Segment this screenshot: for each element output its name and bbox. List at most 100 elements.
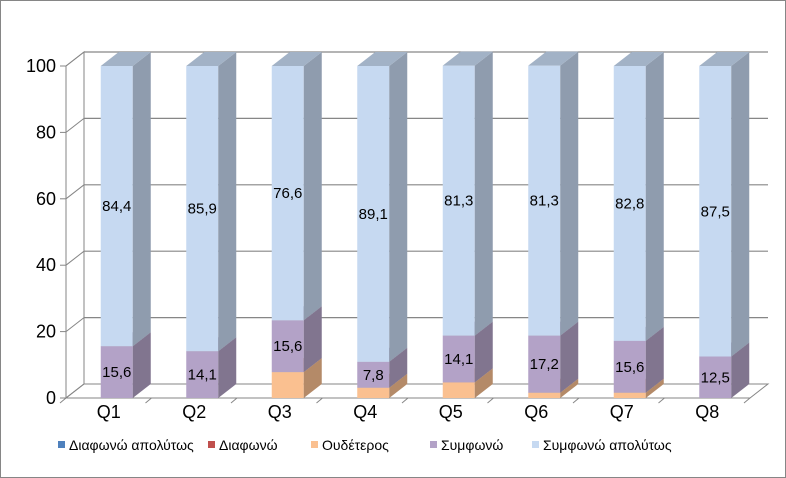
- data-label: 15,6: [102, 364, 131, 381]
- legend-swatch: [430, 441, 437, 448]
- data-label: 84,4: [102, 198, 131, 215]
- data-label: 15,6: [615, 359, 644, 376]
- x-tick-mark: [59, 397, 67, 404]
- bar-side: [645, 326, 664, 393]
- x-tick-label: Q5: [439, 402, 463, 422]
- data-labels: 15,6 84,4 14,1 85,9 15,6 76,6 7,8 89,1 14,1 81,3 1…: [102, 185, 730, 386]
- data-label: 14,1: [444, 351, 473, 368]
- bars: [100, 51, 750, 398]
- data-label: 15,6: [273, 338, 302, 355]
- bar-side: [218, 337, 237, 398]
- bar-front: [613, 66, 646, 341]
- bar-top: [699, 52, 750, 66]
- data-label: 12,5: [701, 369, 730, 386]
- bar-side: [474, 321, 493, 383]
- y-tick-label: 60: [36, 189, 56, 209]
- legend-swatch: [532, 441, 539, 448]
- data-label: 82,8: [615, 195, 644, 212]
- legend-item: Ουδέτερος: [311, 437, 389, 453]
- bar-side: [303, 306, 322, 373]
- bar-side: [560, 51, 579, 336]
- legend-label: Ουδέτερος: [322, 437, 389, 453]
- side-wall: [65, 50, 85, 400]
- bar-front: [186, 66, 219, 352]
- legend-label: Διαφωνώ απολύτως: [69, 437, 194, 453]
- x-tick-label: Q2: [182, 402, 206, 422]
- bar-top: [357, 52, 408, 66]
- bar-side: [474, 368, 493, 398]
- bar-segment: [699, 52, 750, 357]
- bar-front: [442, 382, 475, 398]
- y-axis-ticks: 0 20 40 60 80 100: [26, 56, 67, 408]
- bar-top: [186, 52, 237, 66]
- legend-item: Διαφωνώ απολύτως: [58, 437, 194, 453]
- bar-front: [357, 361, 390, 388]
- legend-swatch: [311, 441, 318, 448]
- bar-side: [474, 51, 493, 336]
- bar-side: [389, 52, 408, 362]
- bar-front: [271, 66, 304, 321]
- floor: [64, 383, 770, 399]
- data-label: 87,5: [701, 203, 730, 220]
- y-tick-label: 100: [26, 56, 56, 76]
- legend: Διαφωνώ απολύτως Διαφωνώ Ουδέτερος Συμφωνώ Σ…: [58, 437, 672, 453]
- bar-side: [132, 52, 151, 347]
- bar-front: [528, 65, 561, 336]
- x-tick-mark: [487, 397, 494, 404]
- bar-top: [613, 52, 664, 66]
- legend-item: Διαφωνώ: [208, 437, 278, 453]
- x-tick-mark: [572, 397, 580, 404]
- bar-segment: [186, 52, 237, 352]
- bar-front: [699, 356, 732, 398]
- y-tick-label: 80: [36, 122, 56, 142]
- bar-segment: [528, 51, 579, 336]
- bar-front: [528, 335, 561, 393]
- x-tick-label: Q7: [610, 402, 634, 422]
- legend-label: Διαφωνώ: [219, 437, 278, 453]
- bar-front: [271, 372, 304, 398]
- data-label: 76,6: [273, 185, 302, 202]
- legend-label: Συμφωνώ απολύτως: [543, 437, 672, 453]
- bar-segment: [271, 52, 322, 321]
- bar-front: [357, 66, 390, 362]
- x-tick-mark: [230, 397, 238, 404]
- bar-front: [100, 346, 133, 398]
- x-tick-label: Q8: [695, 402, 719, 422]
- y-tick-label: 40: [36, 255, 56, 275]
- bar-side: [303, 52, 322, 321]
- bar-front: [271, 320, 304, 373]
- data-label: 89,1: [359, 206, 388, 223]
- bar-segment: [357, 52, 408, 362]
- bar-segment: [613, 52, 664, 341]
- x-tick-mark: [743, 397, 751, 404]
- legend-swatch: [58, 441, 65, 448]
- x-tick-mark: [401, 397, 409, 404]
- bar-front: [613, 340, 646, 393]
- bar-side: [645, 378, 664, 398]
- bar-front: [186, 351, 219, 398]
- data-label: 81,3: [444, 193, 473, 210]
- y-tick-label: 0: [46, 388, 56, 408]
- bar-segment: [442, 51, 493, 336]
- x-tick-mark: [145, 397, 152, 404]
- data-label: 85,9: [188, 201, 217, 218]
- legend-item: Συμφωνώ απολύτως: [532, 437, 672, 453]
- x-tick-label: Q3: [268, 402, 292, 422]
- bar-side: [303, 358, 322, 398]
- side-gridline: [65, 184, 85, 200]
- legend-label: Συμφωνώ: [441, 437, 503, 453]
- bar-side: [132, 332, 151, 398]
- bar-side: [560, 321, 579, 393]
- bar-side: [731, 52, 750, 357]
- data-label: 14,1: [188, 367, 217, 384]
- chart-walls: [64, 50, 770, 400]
- side-gridline: [65, 317, 85, 332]
- data-label: 7,8: [363, 367, 384, 384]
- bar-front: [613, 392, 646, 398]
- bar-top: [528, 51, 579, 66]
- bar-side: [389, 347, 408, 388]
- bar-top: [442, 51, 493, 66]
- bar-front: [699, 66, 732, 357]
- side-gridline: [65, 250, 85, 266]
